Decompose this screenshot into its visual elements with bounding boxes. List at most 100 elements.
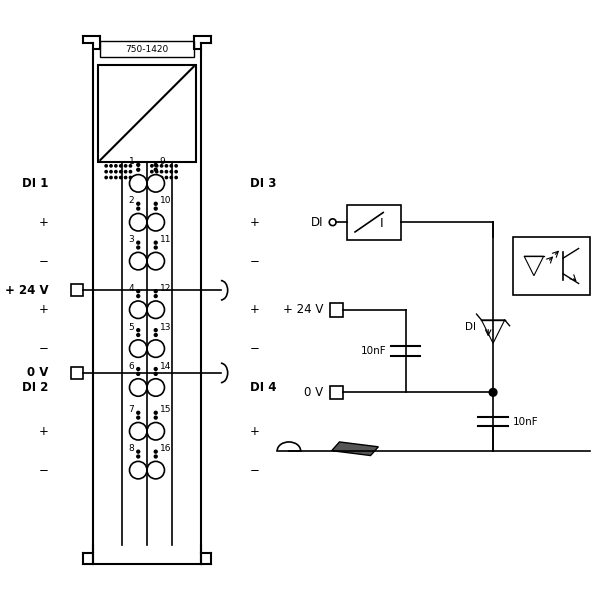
Circle shape xyxy=(155,176,158,179)
Text: 8: 8 xyxy=(128,444,134,453)
Circle shape xyxy=(137,241,140,244)
Circle shape xyxy=(130,461,147,479)
Text: 6: 6 xyxy=(128,362,134,371)
Circle shape xyxy=(130,301,147,319)
Circle shape xyxy=(154,295,157,298)
Circle shape xyxy=(154,412,157,414)
Text: +: + xyxy=(250,303,260,316)
Text: 10nF: 10nF xyxy=(361,346,386,356)
Text: 0 V: 0 V xyxy=(28,367,49,379)
Circle shape xyxy=(154,450,157,453)
Circle shape xyxy=(165,164,167,167)
Circle shape xyxy=(154,290,157,293)
Circle shape xyxy=(137,412,140,414)
Text: −: − xyxy=(250,342,260,355)
Circle shape xyxy=(154,246,157,249)
Circle shape xyxy=(115,176,117,179)
Circle shape xyxy=(151,170,153,173)
Text: 0 V: 0 V xyxy=(304,386,323,399)
Circle shape xyxy=(154,373,157,376)
Circle shape xyxy=(129,170,131,173)
FancyBboxPatch shape xyxy=(71,284,83,296)
Circle shape xyxy=(147,422,164,440)
Circle shape xyxy=(105,164,107,167)
Circle shape xyxy=(115,164,117,167)
Circle shape xyxy=(124,170,127,173)
Circle shape xyxy=(147,340,164,358)
Circle shape xyxy=(151,164,153,167)
Circle shape xyxy=(119,170,122,173)
Circle shape xyxy=(160,176,163,179)
Circle shape xyxy=(137,329,140,332)
Circle shape xyxy=(137,416,140,419)
Text: 2: 2 xyxy=(129,196,134,205)
Circle shape xyxy=(105,170,107,173)
Circle shape xyxy=(175,164,178,167)
Text: +: + xyxy=(250,425,260,438)
Circle shape xyxy=(170,164,172,167)
Circle shape xyxy=(175,170,178,173)
Polygon shape xyxy=(524,256,544,275)
Circle shape xyxy=(160,170,163,173)
Circle shape xyxy=(165,176,167,179)
Circle shape xyxy=(154,202,157,205)
Text: +: + xyxy=(39,216,49,229)
Text: 13: 13 xyxy=(160,323,171,332)
Polygon shape xyxy=(481,320,505,343)
Circle shape xyxy=(124,176,127,179)
Text: 7: 7 xyxy=(128,406,134,415)
Circle shape xyxy=(147,379,164,396)
Circle shape xyxy=(147,301,164,319)
Circle shape xyxy=(154,455,157,458)
Circle shape xyxy=(105,176,107,179)
Circle shape xyxy=(154,168,157,171)
Text: DI 1: DI 1 xyxy=(22,177,49,190)
Circle shape xyxy=(110,176,112,179)
Circle shape xyxy=(137,455,140,458)
Circle shape xyxy=(129,176,131,179)
Circle shape xyxy=(154,207,157,210)
Text: −: − xyxy=(39,342,49,355)
Text: 11: 11 xyxy=(160,235,171,244)
Text: 10nF: 10nF xyxy=(512,416,538,427)
Circle shape xyxy=(130,175,147,192)
Text: −: − xyxy=(250,254,260,268)
Text: DI: DI xyxy=(310,216,323,229)
Circle shape xyxy=(110,164,112,167)
Text: −: − xyxy=(250,464,260,476)
Text: DI: DI xyxy=(464,322,476,332)
Circle shape xyxy=(130,253,147,270)
Circle shape xyxy=(130,422,147,440)
Text: + 24 V: + 24 V xyxy=(5,284,49,297)
FancyBboxPatch shape xyxy=(98,65,196,162)
Text: +: + xyxy=(39,303,49,316)
Circle shape xyxy=(137,168,140,171)
Circle shape xyxy=(155,170,158,173)
Text: DI 3: DI 3 xyxy=(250,177,277,190)
FancyBboxPatch shape xyxy=(92,49,202,565)
Circle shape xyxy=(119,176,122,179)
Text: + 24 V: + 24 V xyxy=(283,303,323,316)
Text: 10: 10 xyxy=(160,196,171,205)
Circle shape xyxy=(170,170,172,173)
Text: DI 4: DI 4 xyxy=(250,381,277,394)
Circle shape xyxy=(137,373,140,376)
Text: 9: 9 xyxy=(160,157,166,166)
Text: 1: 1 xyxy=(128,157,134,166)
Circle shape xyxy=(147,214,164,231)
FancyBboxPatch shape xyxy=(347,205,401,240)
Polygon shape xyxy=(332,442,379,455)
Circle shape xyxy=(137,202,140,205)
Circle shape xyxy=(165,170,167,173)
Circle shape xyxy=(129,164,131,167)
Circle shape xyxy=(137,450,140,453)
Circle shape xyxy=(154,416,157,419)
Text: +: + xyxy=(250,216,260,229)
Circle shape xyxy=(115,170,117,173)
Circle shape xyxy=(124,164,127,167)
Circle shape xyxy=(175,176,178,179)
Circle shape xyxy=(137,290,140,293)
Text: −: − xyxy=(39,464,49,476)
Circle shape xyxy=(489,388,497,396)
Text: −: − xyxy=(39,254,49,268)
